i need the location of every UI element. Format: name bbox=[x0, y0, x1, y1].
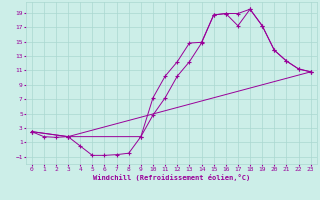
X-axis label: Windchill (Refroidissement éolien,°C): Windchill (Refroidissement éolien,°C) bbox=[92, 174, 250, 181]
